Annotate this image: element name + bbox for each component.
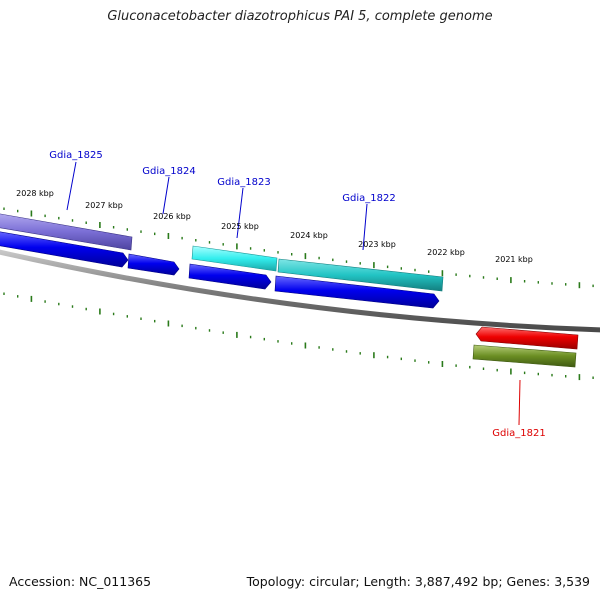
accession-label: Accession: NC_011365 [9, 574, 152, 589]
scale-label-2027-kbp: 2027 kbp [85, 201, 123, 210]
scale-label-2025-kbp: 2025 kbp [221, 222, 259, 231]
scale-label-2022-kbp: 2022 kbp [427, 248, 465, 257]
cog-feature-gdia-1822[interactable] [277, 258, 444, 292]
genome-backbone [0, 249, 600, 333]
gene-label-gdia-1823[interactable]: Gdia_1823 [217, 177, 270, 188]
gene-label-gdia-1824[interactable]: Gdia_1824 [142, 166, 195, 177]
cog-feature-gdia-1825[interactable] [0, 213, 133, 251]
scale-label-2026-kbp: 2026 kbp [153, 212, 191, 221]
cog-feature-gdia-1823[interactable] [191, 245, 278, 272]
map-title: Gluconacetobacter diazotrophicus PAI 5, … [107, 9, 493, 24]
leader-line-gdia-1825 [66, 161, 77, 211]
cog-feature-gdia-1821[interactable] [472, 344, 577, 368]
gene-label-gdia-1822[interactable]: Gdia_1822 [342, 193, 395, 204]
cds-arrow-gdia-1823[interactable] [188, 263, 272, 290]
gene-label-gdia-1821[interactable]: Gdia_1821 [492, 428, 545, 439]
scale-label-2028-kbp: 2028 kbp [16, 189, 54, 198]
leader-line-gdia-1821 [518, 379, 521, 426]
leader-line-gdia-1824 [162, 176, 170, 215]
gene-label-gdia-1825[interactable]: Gdia_1825 [49, 150, 102, 161]
leader-line-gdia-1823 [236, 187, 244, 239]
scale-label-2024-kbp: 2024 kbp [290, 231, 328, 240]
cds-arrow-gdia-1822[interactable] [274, 275, 440, 309]
cds-arrow-gdia-1825[interactable] [0, 231, 129, 268]
scale-label-2023-kbp: 2023 kbp [358, 240, 396, 249]
scale-ticks-outer [3, 207, 594, 289]
scale-label-2021-kbp: 2021 kbp [495, 255, 533, 264]
leader-line-gdia-1822 [362, 203, 368, 251]
cds-arrow-gdia-1821[interactable] [475, 326, 579, 350]
topology-summary: Topology: circular; Length: 3,887,492 bp… [246, 574, 590, 589]
scale-ticks-inner [3, 292, 594, 381]
cds-arrow-gdia-1824[interactable] [127, 253, 180, 276]
